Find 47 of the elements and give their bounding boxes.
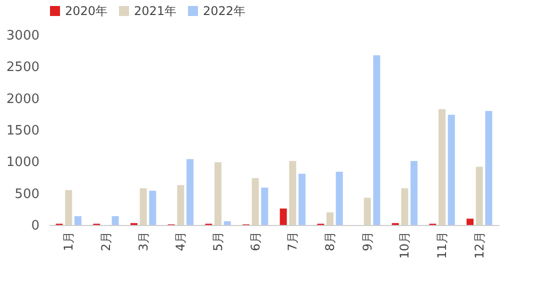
y-tick-label: 1000 [6, 155, 40, 170]
bar [74, 216, 82, 225]
bar [373, 55, 380, 225]
bar [410, 161, 418, 225]
bar [252, 178, 259, 225]
bar [261, 188, 268, 225]
bar [289, 161, 296, 225]
legend-label: 2020年 [65, 4, 108, 18]
bar [438, 109, 446, 225]
bar [326, 212, 334, 225]
bar [177, 185, 184, 225]
y-tick-label: 0 [31, 218, 40, 234]
x-tick-label: 11月 [435, 232, 450, 259]
bar [280, 208, 287, 225]
legend-label: 2021年 [134, 4, 177, 18]
y-tick-label: 1500 [6, 124, 40, 138]
x-tick-label: 10月 [398, 232, 412, 259]
x-tick-label: 12月 [472, 232, 486, 259]
y-tick-label: 500 [14, 186, 40, 202]
bar [149, 190, 156, 225]
x-tick-label: 4月 [174, 232, 188, 252]
bar [485, 111, 492, 225]
x-tick-label: 5月 [210, 232, 225, 252]
bar [298, 174, 306, 225]
y-tick-label: 3000 [6, 28, 40, 44]
x-tick-label: 8月 [323, 232, 338, 252]
x-tick-label: 6月 [248, 232, 262, 252]
x-tick-label: 3月 [136, 232, 150, 252]
bar [214, 162, 222, 225]
legend-label: 2022年 [203, 4, 246, 18]
bar [65, 190, 72, 225]
bar [466, 218, 474, 225]
bar [186, 159, 194, 225]
x-tick-label: 9月 [360, 232, 374, 252]
y-tick-label: 2500 [6, 60, 40, 76]
x-tick-label: 2月 [98, 232, 113, 252]
x-tick-label: 1月 [62, 232, 76, 252]
bar [336, 172, 343, 225]
bar [140, 188, 147, 225]
bar [401, 188, 408, 225]
bar [224, 221, 231, 225]
bar [448, 114, 455, 225]
bar [112, 216, 119, 225]
bar [364, 198, 371, 225]
y-tick-label: 2000 [6, 92, 40, 107]
x-tick-label: 7月 [286, 232, 300, 252]
bar [476, 166, 483, 225]
